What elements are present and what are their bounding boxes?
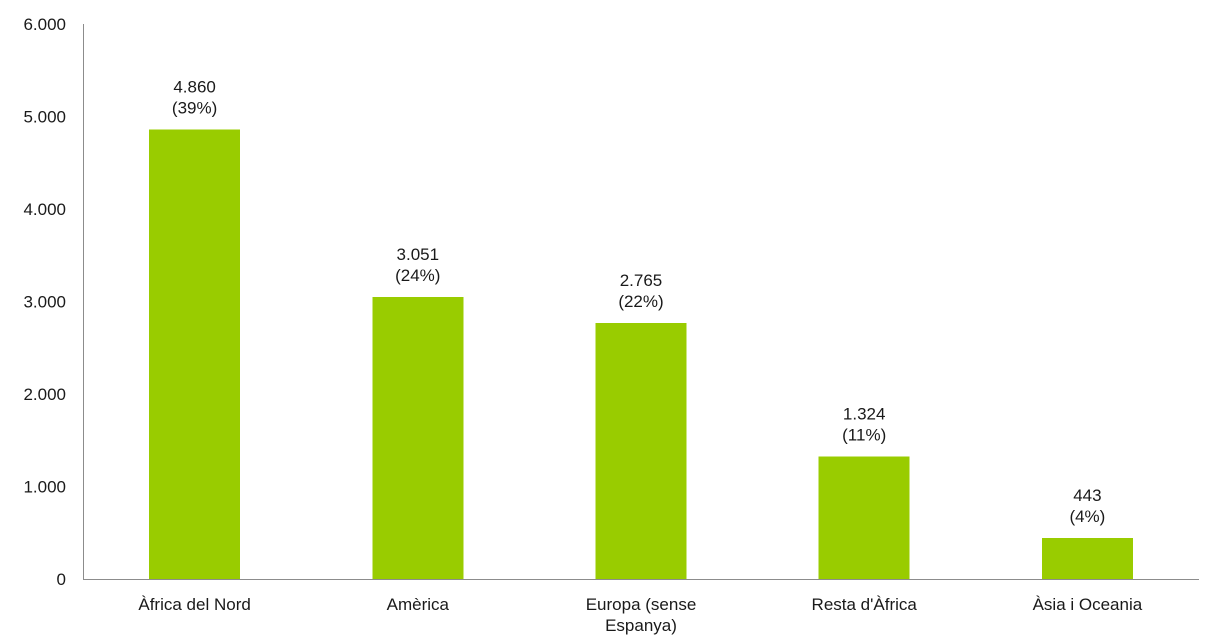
data-label: 443 (4%) <box>1069 486 1105 526</box>
bar <box>595 323 687 579</box>
x-tick-label-line: Resta d'Àfrica <box>812 595 918 614</box>
data-label: 3.051 (24%) <box>395 245 440 285</box>
x-tick-label-line: Àsia i Oceania <box>1033 595 1143 614</box>
y-tick-label: 4.000 <box>23 200 66 219</box>
data-label: 2.765 (22%) <box>618 271 663 311</box>
data-label-line: (22%) <box>618 292 663 311</box>
data-label: 1.324 (11%) <box>842 405 886 445</box>
x-tick-label: Amèrica <box>387 595 450 614</box>
data-label-line: (4%) <box>1069 507 1105 526</box>
data-label-line: (39%) <box>172 98 217 117</box>
data-labels: 4.860 (39%) 3.051 (24%) 2.765 (22%) 1.324 (11%)… <box>172 77 1105 526</box>
y-axis-ticks: 0 1.000 2.000 3.000 4.000 5.000 6.000 <box>23 15 66 589</box>
data-label: 4.860 (39%) <box>172 77 217 117</box>
x-axis-category-labels: Àfrica del Nord Amèrica Europa (sense Espan… <box>138 595 1142 635</box>
y-tick-label: 2.000 <box>23 385 66 404</box>
x-tick-label: Àfrica del Nord <box>138 595 250 614</box>
data-label-line: (11%) <box>842 426 886 445</box>
x-tick-label-line: Espanya) <box>605 616 677 635</box>
data-label-line: 4.860 <box>173 77 216 96</box>
data-label-line: 443 <box>1073 486 1101 505</box>
x-tick-label-line: Amèrica <box>387 595 450 614</box>
y-tick-label: 6.000 <box>23 15 66 34</box>
x-tick-label-line: Europa (sense <box>586 595 697 614</box>
chart-axes <box>83 24 1199 580</box>
x-tick-label: Resta d'Àfrica <box>812 595 918 614</box>
bar <box>1041 538 1133 579</box>
data-label-line: 1.324 <box>843 405 886 424</box>
bar <box>372 296 464 579</box>
y-tick-label: 0 <box>57 570 66 589</box>
x-tick-label-line: Àfrica del Nord <box>138 595 250 614</box>
bar <box>818 456 910 579</box>
bar-series <box>149 129 1133 579</box>
data-label-line: 3.051 <box>397 245 440 264</box>
y-tick-label: 1.000 <box>23 478 66 497</box>
x-tick-label: Europa (sense Espanya) <box>586 595 697 635</box>
data-label-line: (24%) <box>395 266 440 285</box>
y-tick-label: 3.000 <box>23 293 66 312</box>
data-label-line: 2.765 <box>620 271 663 290</box>
bar <box>149 129 241 579</box>
y-tick-label: 5.000 <box>23 108 66 127</box>
x-tick-label: Àsia i Oceania <box>1033 595 1143 614</box>
